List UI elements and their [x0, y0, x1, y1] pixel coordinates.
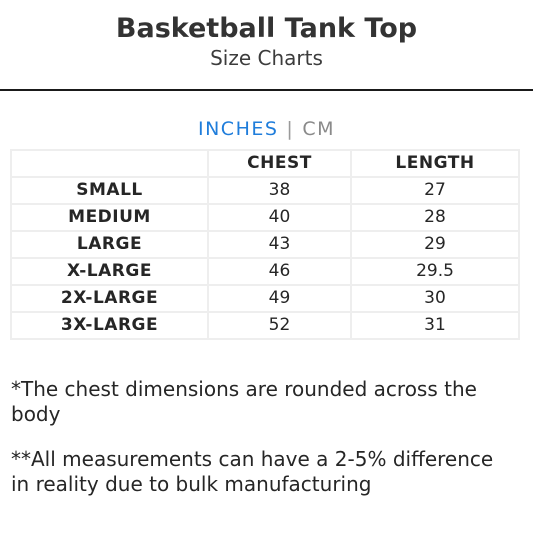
table-header-row: CHEST LENGTH — [10, 149, 520, 178]
length-value: 30 — [350, 284, 520, 313]
unit-inches-tab[interactable]: INCHES — [197, 118, 279, 140]
length-value: 29.5 — [350, 257, 520, 286]
size-label: 3X-LARGE — [10, 311, 209, 340]
size-label: MEDIUM — [10, 203, 209, 232]
unit-toggle: INCHES | CM — [0, 116, 533, 142]
length-value: 31 — [350, 311, 520, 340]
chest-value: 49 — [207, 284, 352, 313]
table-row: X-LARGE 46 29.5 — [10, 257, 520, 286]
chest-value: 52 — [207, 311, 352, 340]
header-chest-cell: CHEST — [207, 149, 352, 178]
chest-value: 38 — [207, 176, 352, 205]
table-row: 3X-LARGE 52 31 — [10, 311, 520, 340]
size-label: X-LARGE — [10, 257, 209, 286]
chest-footnote: *The chest dimensions are rounded across… — [11, 377, 477, 426]
length-value: 29 — [350, 230, 520, 259]
page-title: Basketball Tank Top — [115, 13, 418, 44]
chest-value: 40 — [207, 203, 352, 232]
page-subtitle: Size Charts — [210, 46, 323, 70]
unit-separator: | — [286, 118, 295, 140]
table-row: 2X-LARGE 49 30 — [10, 284, 520, 313]
header-size-cell — [10, 149, 209, 178]
chest-value: 43 — [207, 230, 352, 259]
table-row: MEDIUM 40 28 — [10, 203, 520, 232]
size-chart-table: CHEST LENGTH SMALL 38 27 MEDIUM 40 28 LA… — [10, 149, 520, 340]
length-value: 28 — [350, 203, 520, 232]
measurement-footnote: **All measurements can have a 2-5% diffe… — [11, 447, 494, 496]
length-value: 27 — [350, 176, 520, 205]
table-row: SMALL 38 27 — [10, 176, 520, 205]
header-divider — [0, 89, 533, 91]
size-label: SMALL — [10, 176, 209, 205]
size-label: 2X-LARGE — [10, 284, 209, 313]
header-length-cell: LENGTH — [350, 149, 520, 178]
unit-cm-tab[interactable]: CM — [302, 118, 335, 140]
table-row: LARGE 43 29 — [10, 230, 520, 259]
size-label: LARGE — [10, 230, 209, 259]
chest-value: 46 — [207, 257, 352, 286]
